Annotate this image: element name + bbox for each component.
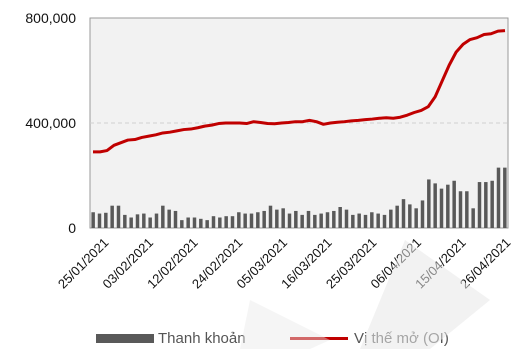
bar (490, 180, 494, 228)
bar (268, 205, 273, 228)
bar (389, 209, 393, 229)
bar (306, 210, 311, 228)
bar (300, 214, 304, 229)
bar-series (91, 167, 507, 229)
bar (446, 184, 450, 228)
bar (433, 183, 437, 229)
legend-label-oi: Vị thế mở (OI) (354, 330, 449, 347)
bar (129, 217, 133, 228)
bar (427, 179, 431, 228)
bar (370, 212, 374, 228)
bar (123, 214, 127, 229)
bar (363, 214, 368, 229)
bar (275, 209, 279, 229)
bar (471, 208, 475, 228)
bar (205, 220, 209, 229)
bar (186, 217, 190, 228)
bar (154, 213, 159, 228)
x-axis-ticks: 25/01/202103/02/202112/02/202124/02/2021… (55, 235, 512, 292)
bar (395, 205, 399, 228)
bar (496, 167, 501, 229)
bar (97, 213, 102, 228)
bar (148, 217, 152, 228)
bar (104, 212, 108, 228)
bar (408, 204, 412, 229)
legend: Thanh khoản Vị thế mở (OI) (0, 330, 512, 348)
bar (256, 212, 260, 228)
bar (351, 214, 355, 229)
bar (142, 213, 146, 228)
bar (414, 208, 418, 228)
bar (91, 212, 95, 228)
y-tick-label: 0 (68, 220, 76, 236)
bar (332, 210, 336, 228)
bar (199, 218, 203, 228)
bar (116, 205, 121, 228)
bar (237, 212, 241, 228)
bar (192, 217, 197, 228)
bar (294, 210, 298, 228)
bar (218, 217, 222, 228)
bar (287, 213, 292, 228)
y-tick-label: 800,000 (25, 10, 76, 26)
line-series (93, 29, 506, 154)
bar (477, 182, 482, 228)
bar (281, 208, 285, 228)
bar (313, 214, 317, 229)
bar (167, 209, 171, 229)
legend-swatch-line (290, 337, 348, 340)
bar (376, 213, 380, 228)
bar (503, 167, 507, 229)
bar (401, 199, 406, 229)
bar (439, 188, 444, 229)
bar (484, 182, 488, 228)
bar (161, 205, 165, 228)
bar (173, 210, 178, 228)
bar (465, 191, 469, 228)
bar (224, 216, 228, 228)
bar (344, 209, 349, 229)
bar (382, 214, 387, 229)
bar (135, 214, 140, 228)
bar (262, 210, 266, 228)
bar (452, 180, 456, 228)
bar (243, 213, 247, 228)
bar (110, 205, 114, 228)
legend-swatch-bar (96, 334, 154, 343)
bar (230, 216, 235, 228)
bar (319, 213, 323, 228)
bar (338, 207, 342, 228)
y-axis-ticks: 0 400,000 800,000 (25, 10, 76, 236)
oi-line (93, 29, 506, 154)
y-tick-label: 400,000 (25, 115, 76, 131)
legend-label-thanh-khoan: Thanh khoản (158, 330, 246, 347)
bar (180, 220, 184, 229)
bar (420, 200, 425, 228)
legend-item-oi: Vị thế mở (OI) (290, 330, 449, 347)
bar (211, 216, 216, 228)
bar (325, 212, 330, 228)
bar (249, 213, 254, 228)
legend-item-thanh-khoan: Thanh khoản (96, 330, 246, 347)
bar (357, 213, 361, 228)
bar (458, 191, 463, 228)
